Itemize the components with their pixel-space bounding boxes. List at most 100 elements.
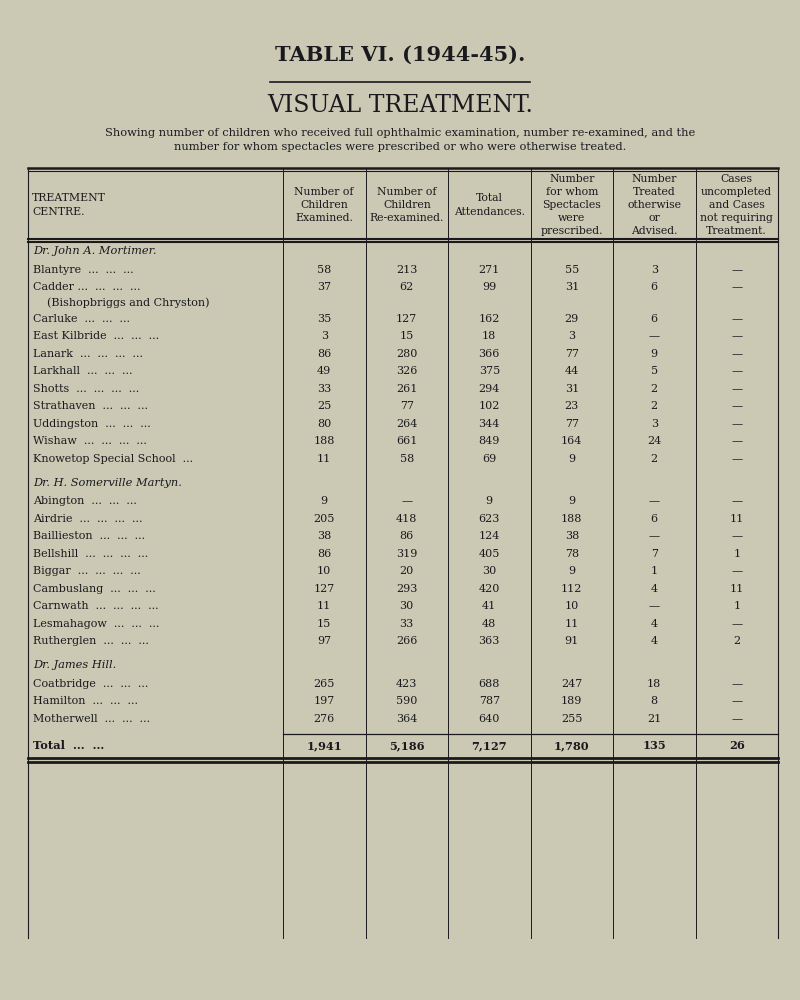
Text: 276: 276 [314, 714, 335, 724]
Text: 4: 4 [650, 619, 658, 629]
Text: TABLE VI. (1944-45).: TABLE VI. (1944-45). [275, 45, 525, 65]
Text: 25: 25 [317, 401, 331, 411]
Text: Lanark  ...  ...  ...  ...: Lanark ... ... ... ... [33, 349, 143, 359]
Text: 344: 344 [478, 419, 500, 429]
Text: Carnwath  ...  ...  ...  ...: Carnwath ... ... ... ... [33, 601, 158, 611]
Text: Number of
Children
Examined.: Number of Children Examined. [294, 187, 354, 223]
Text: —: — [731, 331, 742, 341]
Text: Number of
Children
Re-examined.: Number of Children Re-examined. [370, 187, 444, 223]
Text: Number
for whom
Spectacles
were
prescribed.: Number for whom Spectacles were prescrib… [541, 174, 603, 236]
Text: —: — [731, 531, 742, 541]
Text: 31: 31 [565, 384, 579, 394]
Text: 15: 15 [317, 619, 331, 629]
Text: —: — [731, 619, 742, 629]
Text: 8: 8 [650, 696, 658, 706]
Text: 266: 266 [396, 636, 418, 646]
Text: 4: 4 [650, 584, 658, 594]
Text: 48: 48 [482, 619, 496, 629]
Text: Number
Treated
otherwise
or
Advised.: Number Treated otherwise or Advised. [627, 174, 682, 236]
Text: 375: 375 [478, 366, 500, 376]
Text: 4: 4 [650, 636, 658, 646]
Text: 5,186: 5,186 [389, 740, 425, 751]
Text: Shotts  ...  ...  ...  ...: Shotts ... ... ... ... [33, 384, 139, 394]
Text: —: — [731, 496, 742, 506]
Text: 363: 363 [478, 636, 500, 646]
Text: 255: 255 [561, 714, 582, 724]
Text: 9: 9 [650, 349, 658, 359]
Text: 420: 420 [478, 584, 500, 594]
Text: 418: 418 [396, 514, 418, 524]
Text: 688: 688 [478, 679, 500, 689]
Text: 9: 9 [568, 566, 575, 576]
Text: 1: 1 [650, 566, 658, 576]
Text: 9: 9 [568, 454, 575, 464]
Text: Airdrie  ...  ...  ...  ...: Airdrie ... ... ... ... [33, 514, 142, 524]
Text: 9: 9 [568, 496, 575, 506]
Text: —: — [731, 401, 742, 411]
Text: 55: 55 [565, 265, 579, 275]
Text: 26: 26 [729, 740, 745, 751]
Text: 10: 10 [565, 601, 579, 611]
Text: 6: 6 [650, 282, 658, 292]
Text: 640: 640 [478, 714, 500, 724]
Text: —: — [731, 454, 742, 464]
Text: 124: 124 [478, 531, 500, 541]
Text: —: — [649, 601, 660, 611]
Text: 86: 86 [317, 349, 331, 359]
Text: 29: 29 [565, 314, 579, 324]
Text: Blantyre  ...  ...  ...: Blantyre ... ... ... [33, 265, 134, 275]
Text: 58: 58 [400, 454, 414, 464]
Text: 38: 38 [565, 531, 579, 541]
Text: Motherwell  ...  ...  ...: Motherwell ... ... ... [33, 714, 150, 724]
Text: 623: 623 [478, 514, 500, 524]
Text: 188: 188 [314, 436, 335, 446]
Text: 319: 319 [396, 549, 418, 559]
Text: 3: 3 [650, 419, 658, 429]
Text: 264: 264 [396, 419, 418, 429]
Text: 280: 280 [396, 349, 418, 359]
Text: 127: 127 [314, 584, 335, 594]
Text: 11: 11 [317, 601, 331, 611]
Text: 18: 18 [482, 331, 496, 341]
Text: Biggar  ...  ...  ...  ...: Biggar ... ... ... ... [33, 566, 141, 576]
Text: TREATMENT
CENTRE.: TREATMENT CENTRE. [32, 193, 106, 217]
Text: —: — [731, 265, 742, 275]
Text: 849: 849 [478, 436, 500, 446]
Text: 162: 162 [478, 314, 500, 324]
Text: 590: 590 [396, 696, 418, 706]
Text: 24: 24 [647, 436, 662, 446]
Text: 11: 11 [565, 619, 579, 629]
Text: Lesmahagow  ...  ...  ...: Lesmahagow ... ... ... [33, 619, 159, 629]
Text: 99: 99 [482, 282, 496, 292]
Text: Baillieston  ...  ...  ...: Baillieston ... ... ... [33, 531, 145, 541]
Text: 247: 247 [561, 679, 582, 689]
Text: 405: 405 [478, 549, 500, 559]
Text: Total
Attendances.: Total Attendances. [454, 193, 525, 217]
Text: 2: 2 [733, 636, 740, 646]
Text: 261: 261 [396, 384, 418, 394]
Text: Bellshill  ...  ...  ...  ...: Bellshill ... ... ... ... [33, 549, 148, 559]
Text: Larkhall  ...  ...  ...: Larkhall ... ... ... [33, 366, 133, 376]
Text: 271: 271 [478, 265, 500, 275]
Text: 112: 112 [561, 584, 582, 594]
Text: 41: 41 [482, 601, 496, 611]
Text: Cadder ...  ...  ...  ...: Cadder ... ... ... ... [33, 282, 141, 292]
Text: 188: 188 [561, 514, 582, 524]
Text: 86: 86 [317, 549, 331, 559]
Text: 7,127: 7,127 [471, 740, 507, 751]
Text: 3: 3 [568, 331, 575, 341]
Text: (Bishopbriggs and Chryston): (Bishopbriggs and Chryston) [33, 298, 210, 308]
Text: 30: 30 [400, 601, 414, 611]
Text: —: — [731, 366, 742, 376]
Text: 20: 20 [400, 566, 414, 576]
Text: 1,941: 1,941 [306, 740, 342, 751]
Text: —: — [731, 436, 742, 446]
Text: VISUAL TREATMENT.: VISUAL TREATMENT. [267, 94, 533, 116]
Text: 661: 661 [396, 436, 418, 446]
Text: 35: 35 [317, 314, 331, 324]
Text: 7: 7 [650, 549, 658, 559]
Text: Total  ...  ...: Total ... ... [33, 740, 104, 751]
Text: 58: 58 [317, 265, 331, 275]
Text: 6: 6 [650, 314, 658, 324]
Text: 31: 31 [565, 282, 579, 292]
